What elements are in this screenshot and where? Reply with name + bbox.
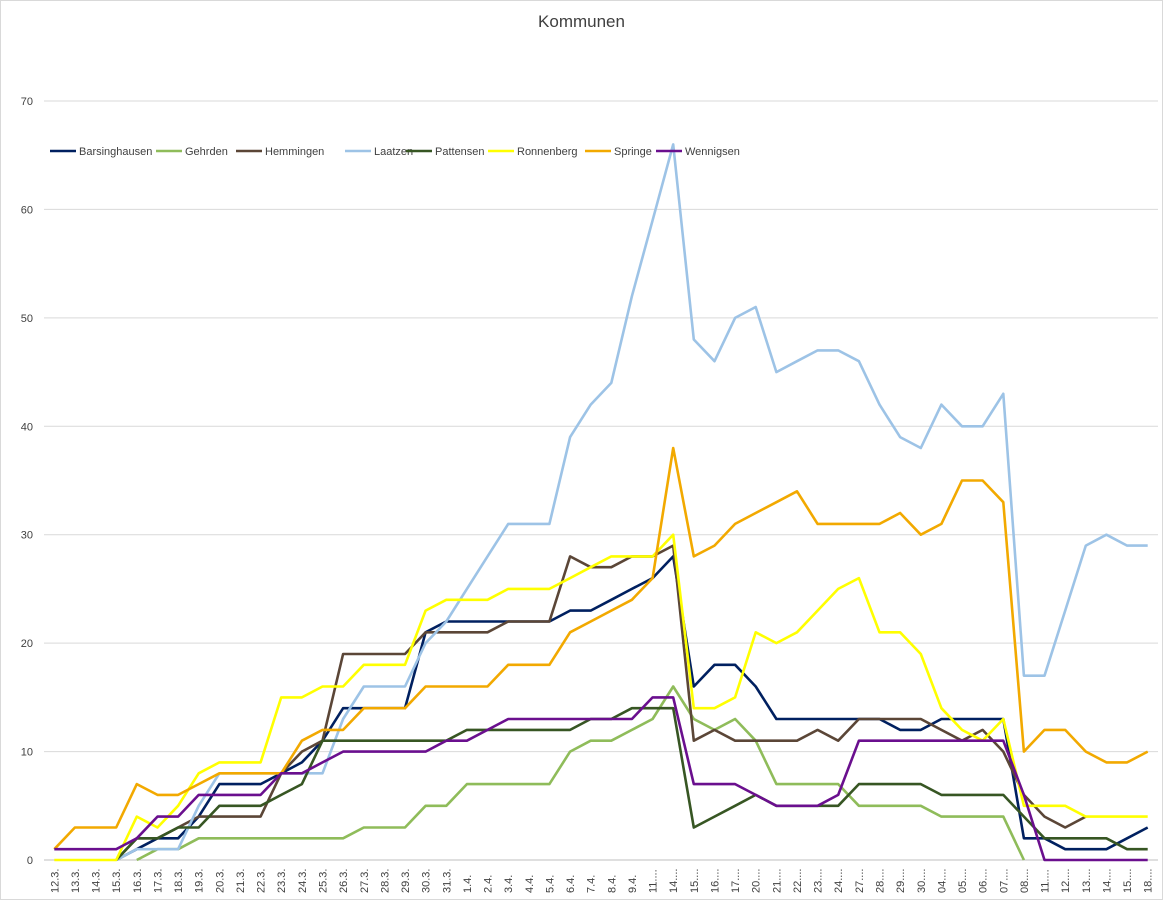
x-tick-label: 07.... [998,869,1010,893]
x-tick-label: 11.... [1040,869,1052,893]
x-tick-label: 21.3. [235,869,247,893]
x-tick-label: 05.... [957,869,969,893]
x-tick-label: 19.3. [194,869,206,893]
x-tick-label: 9.4. [627,875,639,893]
x-tick-label: 18.3. [173,869,185,893]
x-tick-label: 24.... [833,869,845,893]
y-tick-label: 10 [21,747,33,759]
series-line-ronnenberg [54,533,1148,862]
x-tick-label: 15.... [1122,869,1134,893]
series-line-barsinghausen [115,555,1149,862]
x-tick-label: 15.3. [111,869,123,893]
series-line-pattensen [115,706,1148,861]
x-tick-label: 30.3. [421,869,433,893]
x-tick-label: 04.... [936,869,948,893]
x-tick-label: 06.... [978,869,990,893]
x-tick-label: 27.... [854,869,866,893]
x-tick-label: 12.... [1060,869,1072,893]
y-tick-label: 30 [21,530,33,542]
legend-label: Barsinghausen [79,146,152,158]
x-tick-label: 20.... [751,869,763,893]
x-tick-label: 12.3. [49,869,61,893]
x-tick-label: 22.3. [256,869,268,893]
x-tick-label: 17.... [730,869,742,893]
y-tick-label: 60 [21,204,33,216]
x-tick-label: 14.... [668,869,680,893]
legend-label: Laatzen [374,146,413,158]
series-line-laatzen [115,143,1148,862]
x-tick-label: 13.3. [70,869,82,893]
x-tick-label: 21.... [771,869,783,893]
x-tick-label: 2.4. [483,875,495,893]
x-tick-label: 31.3. [441,869,453,893]
x-tick-label: 23.3. [276,869,288,893]
x-tick-label: 17.3. [152,869,164,893]
series-line-gehrden [136,685,1026,862]
series-line-springe [53,446,1149,851]
legend-label: Hemmingen [265,146,324,158]
series-line-wennigsen [54,696,1148,862]
x-tick-label: 28.3. [379,869,391,893]
x-tick-label: 14.3. [91,869,103,893]
x-tick-label: 7.4. [586,875,598,893]
y-tick-label: 70 [21,96,33,108]
x-tick-label: 14.... [1101,869,1113,893]
x-tick-label: 18.... [1143,869,1155,893]
x-tick-label: 27.3. [359,869,371,893]
legend-label: Gehrden [185,146,228,158]
y-tick-label: 50 [21,313,33,325]
x-tick-label: 29.... [895,869,907,893]
x-tick-label: 11.... [648,869,660,893]
x-tick-label: 08.... [1019,869,1031,893]
x-tick-label: 8.4. [606,875,618,893]
x-tick-label: 29.3. [400,869,412,893]
legend-label: Wennigsen [685,146,740,158]
chart-title: Kommunen [538,12,625,31]
x-tick-label: 22.... [792,869,804,893]
x-tick-label: 25.3. [318,869,330,893]
x-tick-label: 15.... [689,869,701,893]
x-tick-label: 16.... [709,869,721,893]
x-tick-label: 13.... [1081,869,1093,893]
series-line-hemmingen [115,544,1087,861]
x-tick-label: 16.3. [132,869,144,893]
x-tick-label: 6.4. [565,875,577,893]
y-tick-label: 40 [21,421,33,433]
x-tick-label: 20.3. [214,869,226,893]
legend-label: Springe [614,146,652,158]
x-tick-label: 24.3. [297,869,309,893]
x-tick-label: 4.4. [524,875,536,893]
x-tick-label: 1.4. [462,875,474,893]
y-tick-label: 0 [27,855,33,867]
legend-label: Pattensen [435,146,485,158]
y-tick-label: 20 [21,638,33,650]
x-tick-label: 3.4. [503,875,515,893]
x-tick-label: 28.... [875,869,887,893]
x-tick-label: 23.... [813,869,825,893]
x-tick-label: 30.... [916,869,928,893]
legend-label: Ronnenberg [517,146,578,158]
x-tick-label: 26.3. [338,869,350,893]
x-tick-label: 5.4. [544,875,556,893]
